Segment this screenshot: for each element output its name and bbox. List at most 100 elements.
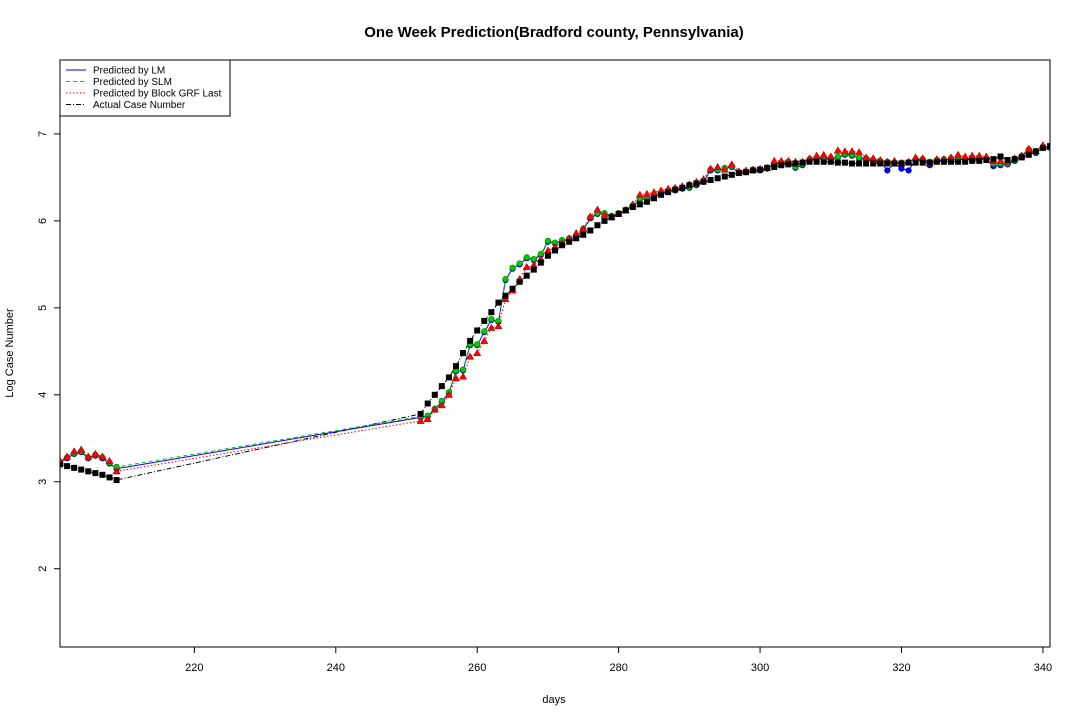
point-actual xyxy=(877,160,884,167)
point-actual xyxy=(757,166,764,173)
point-actual xyxy=(863,160,870,167)
point-actual xyxy=(106,474,113,481)
point-grf xyxy=(572,228,581,237)
point-actual xyxy=(983,157,990,164)
point-actual xyxy=(799,159,806,166)
point-grf xyxy=(579,224,588,232)
point-actual xyxy=(686,182,693,189)
point-grf xyxy=(911,153,920,161)
point-grf xyxy=(437,401,446,409)
point-grf xyxy=(466,352,475,360)
point-actual xyxy=(438,383,445,390)
point-actual xyxy=(672,186,679,193)
legend-box xyxy=(59,59,231,117)
point-actual xyxy=(884,160,891,167)
point-grf xyxy=(720,165,729,173)
y-tick-label: 2 xyxy=(37,566,49,572)
point-grf xyxy=(819,150,828,158)
point-slm xyxy=(523,254,530,261)
point-grf xyxy=(112,467,121,475)
point-actual xyxy=(523,272,530,279)
point-actual xyxy=(721,173,728,180)
point-actual xyxy=(594,222,601,229)
series-line-slm xyxy=(60,146,1050,468)
y-axis-label: Log Case Number xyxy=(4,308,16,398)
point-grf xyxy=(833,146,842,154)
x-axis-label: days xyxy=(542,694,566,706)
point-slm xyxy=(855,154,863,161)
point-grf xyxy=(473,348,482,357)
point-actual xyxy=(651,195,657,202)
point-actual xyxy=(714,175,721,182)
point-actual xyxy=(792,160,799,167)
point-actual xyxy=(537,259,544,266)
series-line-grf xyxy=(60,144,1050,472)
point-actual xyxy=(820,158,827,165)
point-actual xyxy=(962,158,969,165)
point-actual xyxy=(778,162,785,169)
point-actual xyxy=(636,201,643,208)
point-actual xyxy=(997,153,1004,160)
point-actual xyxy=(905,159,912,166)
point-slm xyxy=(474,341,481,348)
point-actual xyxy=(467,337,474,344)
point-actual xyxy=(933,158,940,165)
point-actual xyxy=(1032,148,1039,155)
point-grf xyxy=(487,323,496,331)
point-grf xyxy=(706,164,715,172)
point-actual xyxy=(693,180,700,187)
point-grf xyxy=(91,449,100,457)
point-actual xyxy=(742,169,749,176)
point-grf xyxy=(586,212,595,220)
point-actual xyxy=(990,156,997,163)
point-grf xyxy=(70,447,79,455)
point-grf xyxy=(522,262,531,270)
point-actual xyxy=(615,210,622,217)
point-grf xyxy=(855,148,864,156)
point-actual xyxy=(113,477,120,484)
x-tick-label: 300 xyxy=(751,662,769,674)
point-slm xyxy=(502,276,509,283)
point-grf xyxy=(968,151,977,159)
point-grf xyxy=(543,246,552,254)
point-actual xyxy=(530,266,537,273)
point-grf xyxy=(416,416,425,424)
point-grf xyxy=(98,452,107,460)
point-grf xyxy=(105,456,114,464)
point-actual xyxy=(827,158,834,165)
x-tick-label: 340 xyxy=(1034,662,1052,674)
point-grf xyxy=(63,452,72,460)
point-grf xyxy=(649,188,659,196)
point-actual xyxy=(750,167,756,174)
point-actual xyxy=(834,159,841,166)
point-slm xyxy=(834,153,841,160)
point-actual xyxy=(92,470,99,477)
point-slm xyxy=(516,260,523,267)
point-lm xyxy=(884,167,891,174)
legend-label-actual: Actual Case Number xyxy=(93,100,186,111)
point-actual xyxy=(806,158,813,165)
point-grf xyxy=(840,147,849,155)
plot-area xyxy=(59,59,1051,648)
point-actual xyxy=(849,160,855,167)
point-actual xyxy=(679,184,686,191)
point-actual xyxy=(460,350,467,357)
point-actual xyxy=(544,252,551,259)
point-slm xyxy=(481,328,488,335)
point-actual xyxy=(622,207,629,214)
point-actual xyxy=(495,299,502,306)
point-actual xyxy=(707,177,714,184)
point-actual xyxy=(608,214,615,221)
point-grf xyxy=(727,160,736,168)
point-slm xyxy=(459,366,467,373)
point-actual xyxy=(1039,144,1046,151)
point-grf xyxy=(996,156,1005,164)
y-tick-label: 7 xyxy=(37,131,49,137)
point-actual xyxy=(841,159,848,166)
point-grf xyxy=(494,322,503,330)
point-grf xyxy=(459,372,468,380)
point-slm xyxy=(530,256,537,263)
point-actual xyxy=(64,463,71,470)
point-grf xyxy=(642,189,651,197)
